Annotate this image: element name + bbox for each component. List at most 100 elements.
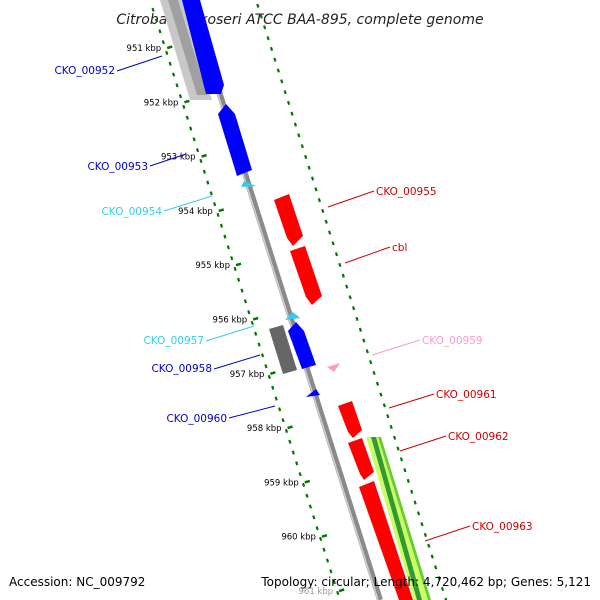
track-dot — [379, 392, 383, 397]
tick-dot — [168, 61, 172, 66]
label-cbl: cbl — [392, 242, 407, 254]
topology-text: Topology: circular; Length: 4,720,462 bp… — [261, 575, 591, 589]
tick-dot — [182, 104, 186, 110]
leader-cko-00955 — [327, 190, 375, 208]
track-dot — [321, 208, 325, 214]
track-dot — [273, 57, 277, 62]
track-dot — [369, 360, 373, 365]
tick-dot — [260, 353, 265, 358]
track-dot — [290, 111, 294, 116]
tick-dot — [230, 256, 234, 261]
tick-dot — [329, 569, 333, 574]
backbone-line — [187, 0, 383, 600]
track-dot — [427, 543, 431, 548]
tick-label: 960 kbp — [281, 533, 316, 543]
track-dot — [410, 489, 414, 494]
tick-dot — [240, 288, 244, 293]
tick-dot — [298, 472, 302, 477]
track-dot — [403, 468, 407, 473]
tick-dot — [325, 558, 330, 563]
gene-cko-00962 — [348, 438, 374, 480]
major-tick — [270, 371, 276, 375]
tick-dot — [288, 439, 292, 444]
track-dot — [283, 90, 287, 95]
tick-dot — [319, 536, 323, 542]
major-tick — [184, 99, 190, 104]
tick-dot — [165, 50, 169, 56]
track-dot — [389, 424, 393, 430]
track-dot — [280, 79, 284, 84]
track-dot — [263, 25, 267, 30]
track-dot — [310, 176, 315, 181]
tick-dot — [202, 169, 206, 174]
tick-dot — [295, 461, 299, 466]
gc-content-band — [366, 437, 431, 600]
major-tick — [201, 153, 207, 158]
tick-dot — [151, 7, 155, 12]
track-dot — [365, 349, 369, 354]
label-cko-00955: CKO_00955 — [376, 186, 437, 198]
track-dot — [386, 414, 390, 419]
tick-dot — [223, 234, 227, 239]
tick-dot — [216, 212, 220, 218]
label-cko-00961: CKO_00961 — [436, 389, 497, 401]
track-dot — [382, 403, 386, 408]
leader-cko-00958 — [213, 354, 261, 370]
tick-dot — [209, 191, 213, 196]
track-dot — [393, 435, 397, 440]
major-tick — [166, 45, 173, 50]
tick-dot — [322, 547, 326, 552]
major-tick — [218, 208, 225, 213]
gc-band-dark — [371, 437, 422, 600]
gc-band-green — [378, 437, 431, 600]
track-dot — [358, 327, 363, 332]
tick-label: 952 kbp — [144, 98, 179, 108]
tick-dot — [271, 385, 275, 390]
major-tick — [235, 262, 242, 267]
tick-dot — [336, 590, 340, 596]
label-cko-00959: CKO_00959 — [422, 335, 483, 347]
leader-cko-00962 — [399, 435, 447, 452]
tick-dot — [267, 374, 271, 380]
tick-dot — [264, 364, 268, 369]
gene-pseudo-band-dark — [168, 0, 207, 95]
tick-label: 959 kbp — [264, 478, 299, 488]
leader-cko-00957 — [205, 325, 255, 342]
track-dot — [317, 198, 321, 203]
track-dot — [334, 252, 339, 257]
track-dot — [256, 3, 260, 8]
gene-labels: CKO_00952 CKO_00953 CKO_00954 CKO_00957 … — [54, 65, 532, 533]
track-dot — [396, 446, 400, 451]
label-cko-00957: CKO_00957 — [143, 335, 204, 347]
track-dot — [345, 284, 349, 289]
leader-cko-00959 — [371, 339, 421, 356]
accession-text: Accession: NC_009792 — [9, 575, 146, 589]
gene-cko-00952 — [160, 0, 224, 100]
track-dot — [440, 586, 445, 592]
gene-cko-00958-pseudo — [269, 325, 297, 374]
tick-dot — [175, 83, 179, 88]
track-dot — [420, 522, 424, 527]
major-tick — [321, 534, 328, 538]
label-cko-00952: CKO_00952 — [54, 65, 115, 77]
gene-forward-arrow — [182, 0, 224, 94]
track-dot — [372, 370, 376, 376]
track-dot — [416, 511, 421, 516]
tick-dot — [189, 126, 193, 131]
track-dot — [266, 36, 270, 41]
gene-cko-00958 — [288, 322, 316, 369]
track-dot — [293, 122, 298, 127]
track-dot — [423, 532, 427, 538]
track-dot — [338, 262, 342, 268]
tick-label: 955 kbp — [195, 261, 230, 271]
tick-dot — [185, 115, 189, 120]
tick-label: 957 kbp — [230, 370, 265, 380]
track-dot — [328, 230, 332, 235]
track-dot — [307, 165, 311, 170]
tick-dot — [308, 504, 313, 509]
tick-dot — [284, 428, 289, 434]
leader-cko-00960 — [228, 405, 276, 419]
track-dot — [399, 457, 404, 462]
tick-dot — [195, 148, 200, 153]
tick-dot — [206, 180, 210, 185]
